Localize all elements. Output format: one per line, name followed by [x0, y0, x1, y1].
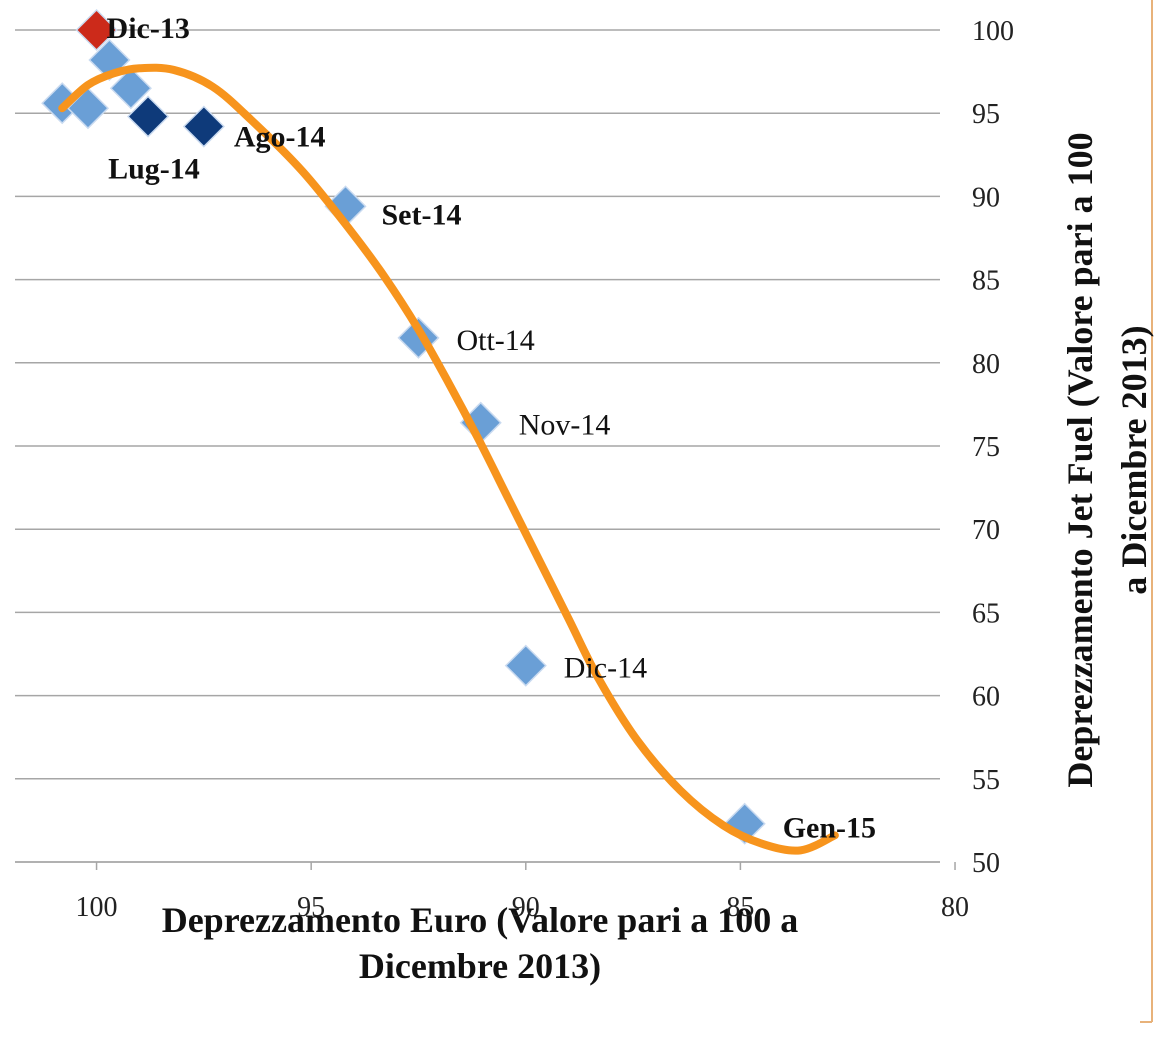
y-tick-label: 95 — [972, 99, 1000, 130]
data-point — [88, 38, 131, 82]
x-tick-label: 95 — [297, 892, 325, 923]
y-tick-label: 60 — [972, 682, 1000, 713]
data-point — [723, 802, 766, 845]
y-tick-label: 80 — [972, 349, 1000, 380]
data-label: Ott-14 — [456, 324, 534, 357]
y-tick-label: 55 — [972, 765, 1000, 796]
x-tick-label: 90 — [512, 892, 540, 923]
y-axis-title: Deprezzamento Jet Fuel (Valore pari a 10… — [1060, 132, 1100, 787]
y-tick-label: 100 — [972, 16, 1014, 47]
data-label: Lug-14 — [108, 153, 200, 186]
data-point — [127, 95, 170, 138]
y-tick-label: 50 — [972, 848, 1000, 879]
data-point — [75, 8, 118, 52]
y-tick-label: 65 — [972, 598, 1000, 629]
data-point — [109, 67, 152, 110]
y-tick-label: 85 — [972, 266, 1000, 297]
y-tick-label: 75 — [972, 432, 1000, 463]
y-tick-label: 70 — [972, 515, 1000, 546]
trendline — [58, 63, 839, 855]
data-label: Nov-14 — [519, 409, 611, 442]
y-tick-label: 90 — [972, 182, 1000, 213]
data-label: Set-14 — [382, 198, 462, 231]
data-label: Ago-14 — [234, 121, 326, 154]
y-axis-title: a Dicembre 2013) — [1114, 325, 1154, 594]
data-label: Dic-13 — [107, 12, 190, 45]
x-tick-label: 80 — [941, 892, 969, 923]
x-tick-label: 100 — [76, 892, 118, 923]
x-tick-label: 85 — [726, 892, 754, 923]
x-axis-title: Deprezzamento Euro (Valore pari a 100 a — [162, 900, 799, 940]
x-axis-title: Dicembre 2013) — [359, 946, 601, 986]
data-label: Gen-15 — [783, 812, 876, 845]
data-point — [504, 644, 547, 687]
data-label: Dic-14 — [564, 652, 647, 685]
data-point — [182, 105, 225, 148]
